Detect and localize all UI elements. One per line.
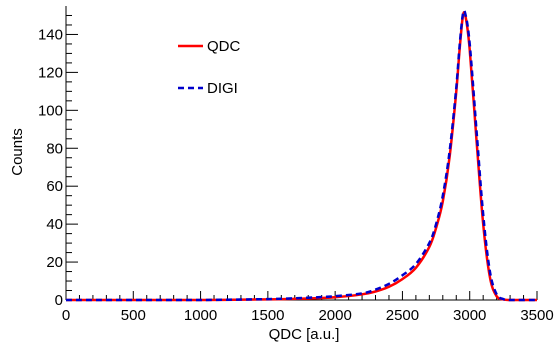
y-axis-title: Counts — [9, 128, 26, 176]
legend: QDC DIGI — [178, 38, 241, 97]
x-tick-label: 1500 — [251, 307, 284, 324]
plot-frame — [65, 6, 537, 301]
y-tick-label: 140 — [38, 26, 63, 43]
x-tick-label: 500 — [121, 307, 146, 324]
series-layer — [65, 9, 537, 302]
x-axis-title: QDC [a.u.] — [269, 326, 340, 343]
y-tick-label: 120 — [38, 64, 63, 81]
x-tick-label: 3000 — [453, 307, 486, 324]
legend-label-qdc: QDC — [207, 38, 241, 55]
y-tick-label: 80 — [46, 140, 63, 157]
y-tick-label: 100 — [38, 102, 63, 119]
x-tick-label: 0 — [62, 307, 70, 324]
x-tick-label: 3500 — [520, 307, 553, 324]
x-tick-label: 2500 — [386, 307, 419, 324]
x-tick-label: 2000 — [318, 307, 351, 324]
y-tick-label: 0 — [55, 292, 63, 309]
y-tick-label: 20 — [46, 254, 63, 271]
series-line-qdc — [65, 10, 537, 302]
x-tick-label: 1000 — [184, 307, 217, 324]
x-ticks: 0 500 1000 1500 2000 2500 3000 3500 — [62, 291, 554, 324]
series-line-digi — [65, 9, 537, 302]
y-tick-label: 40 — [46, 216, 63, 233]
y-tick-label: 60 — [46, 178, 63, 195]
y-ticks: 0 20 40 60 80 100 120 140 — [38, 14, 78, 309]
legend-label-digi: DIGI — [207, 80, 238, 97]
